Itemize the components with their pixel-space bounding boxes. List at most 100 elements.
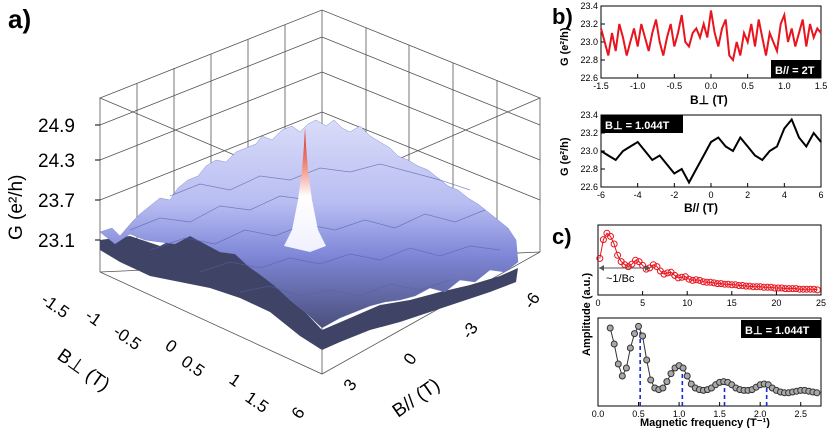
c-top-point: [674, 274, 682, 282]
c-top-xtick-label: 0: [595, 298, 600, 308]
c-top-point: [724, 280, 732, 288]
b-bottom-ytick-label: 22.6: [580, 182, 598, 192]
c-top-point: [728, 281, 736, 289]
c-top-xtick-label: 20: [771, 298, 781, 308]
b-top-ytick-label: 23.2: [580, 19, 598, 29]
c-top-point: [706, 278, 714, 286]
c-top-point: [739, 282, 746, 289]
b-top-xlabel: B⊥ (T): [690, 93, 728, 107]
b-par-tick-0: 6: [288, 404, 309, 423]
b-top-xtick-label: 0.5: [741, 81, 754, 91]
panel-b: b) 22.6 22.8 23.0 23.2 23.4 -1.5 -1.0 -0.5 0.0 0…: [552, 1, 827, 215]
c-bottom-xtick-label: 1.0: [673, 409, 686, 419]
c-top-point: [753, 283, 761, 291]
b-bottom-xtick-label: -4: [634, 190, 642, 200]
b-top-series-line: [600, 10, 822, 63]
z-axis-label: G (e²/h): [6, 175, 27, 240]
b-top-annotation: B// = 2T: [775, 65, 815, 77]
c-top-point: [696, 276, 704, 284]
panel-c-top: 0 5 10 15 20 25 ~1/Bc: [595, 224, 826, 308]
c-top-xtick-label: 25: [816, 298, 826, 308]
b-perp-tick-6: 1.5: [242, 388, 272, 417]
c-top-point: [735, 282, 743, 289]
surface: [99, 119, 519, 350]
b-perp-axis: -1.5 -1 -0.5 0 0.5 1 1.5 B⊥ (T): [38, 290, 272, 417]
c-top-point: [660, 270, 668, 278]
c-top-point: [778, 284, 786, 292]
b-bottom-xtick-label: 2: [745, 190, 750, 200]
c-bottom-annotation: B⊥ = 1.044T: [745, 325, 810, 337]
c-top-point: [635, 258, 643, 266]
b-par-label: B// (T): [389, 375, 444, 422]
b-top-xtick-label: 1.0: [778, 81, 791, 91]
c-top-point: [742, 282, 750, 290]
panel-b-bottom: 22.6 22.8 23.0 23.2 23.4 -6 -4 -2 0 2 4 6 B⊥ = 1.0…: [559, 110, 824, 215]
c-bottom-point: [643, 356, 651, 364]
b-bottom-xtick-label: 4: [782, 190, 787, 200]
panel-label-a: a): [8, 4, 31, 34]
b-bottom-ytick-label: 23.2: [580, 128, 598, 138]
b-bottom-ytick-label: 23.0: [580, 146, 598, 156]
c-top-point: [678, 273, 686, 281]
c-top-point: [796, 285, 804, 293]
b-bottom-annotation-box: [601, 115, 683, 133]
c-top-point: [803, 285, 811, 293]
c-top-point: [692, 276, 700, 284]
c-bottom-xtick-label: 2.0: [754, 409, 767, 419]
c-bottom-point: [639, 332, 647, 340]
c-bottom-point: [667, 370, 675, 378]
c-top-point: [813, 286, 821, 294]
b-top-yticks: 22.6 22.8 23.0 23.2 23.4: [580, 1, 605, 83]
b-bottom-ytick-label: 22.8: [580, 164, 598, 174]
b-par-tick-2: 0: [400, 350, 421, 369]
z-tick-0: 24.9: [38, 116, 75, 137]
b-bottom-xtick-label: 6: [818, 190, 823, 200]
c-bottom-xlabel: Magnetic frequency (T⁻¹): [640, 417, 770, 428]
c-top-point: [653, 263, 661, 271]
panel-a: a): [6, 4, 544, 422]
c-top-point: [785, 285, 793, 293]
c-top-point: [710, 279, 718, 287]
c-top-point: [746, 282, 754, 290]
c-top-point: [756, 283, 764, 291]
c-top-xticks: 0 5 10 15 20 25: [595, 291, 826, 308]
c-top-point: [717, 280, 725, 288]
b-top-xtick-label: 1.5: [815, 81, 828, 91]
c-top-point: [749, 283, 757, 291]
c-top-point: [596, 254, 604, 262]
c-top-point: [774, 284, 782, 292]
b-par-tick-4: -6: [520, 289, 544, 312]
c-bottom-annotation-box: [741, 320, 821, 338]
c-bottom-point: [683, 372, 691, 380]
c-bottom-xtick-label: 0.0: [592, 409, 605, 419]
c-top-point: [703, 278, 711, 286]
b-bottom-xlabel: B// (T): [684, 201, 718, 215]
panel-c: c) Amplitude (a.u.) 0 5 10 15 20 25 ~1/Bc 0.0…: [552, 224, 826, 428]
c-top-point: [599, 236, 607, 244]
c-top-point: [806, 285, 814, 293]
b-par-tick-3: -3: [458, 319, 482, 342]
bc-arrow-head-right: [645, 265, 650, 271]
c-top-annotation: ~1/Bc: [606, 273, 635, 285]
b-perp-tick-2: -0.5: [110, 322, 145, 354]
c-bottom-point: [614, 360, 622, 368]
b-bottom-ylabel: G (e²/h): [559, 137, 571, 176]
c-top-point: [628, 260, 636, 268]
c-top-point: [760, 283, 768, 291]
c-shared-ylabel: Amplitude (a.u.): [581, 273, 593, 356]
c-top-point: [764, 283, 771, 291]
panel-label-b: b): [552, 4, 573, 29]
b-perp-tick-5: 1: [226, 370, 245, 391]
b-perp-tick-4: 0.5: [178, 352, 208, 381]
c-top-points: [596, 229, 821, 294]
b-bottom-ytick-label: 23.4: [580, 110, 598, 120]
c-top-point: [632, 256, 639, 264]
c-bottom-xtick-label: 0.5: [632, 409, 645, 419]
c-top-xtick-label: 5: [640, 298, 645, 308]
bc-arrow-head-left: [599, 265, 604, 271]
c-top-point: [767, 283, 775, 291]
c-top-point: [799, 285, 807, 293]
c-bottom-point: [647, 376, 655, 384]
b-top-annotation-box: [771, 60, 821, 78]
b-top-ytick-label: 23.0: [580, 37, 598, 47]
